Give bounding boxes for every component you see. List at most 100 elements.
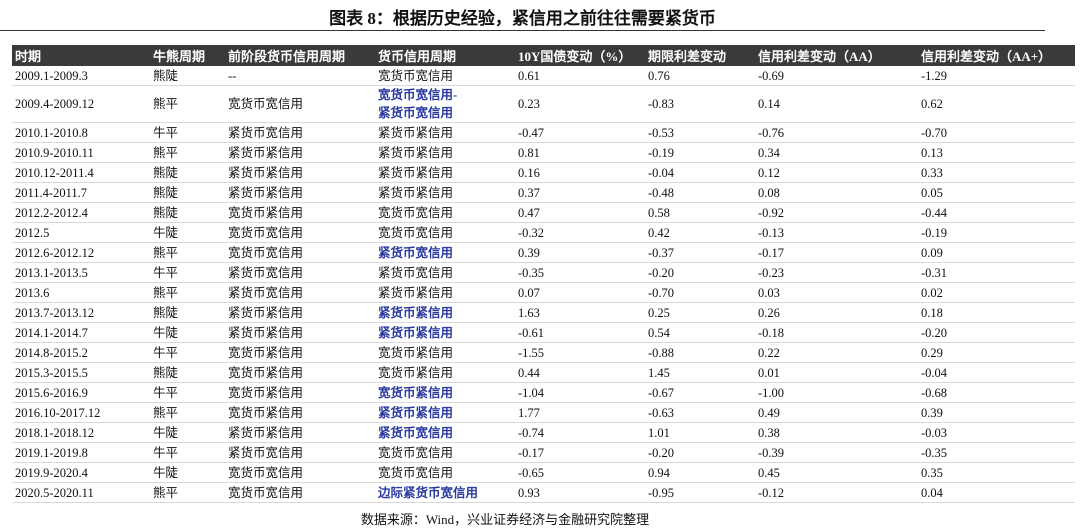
bar-cell: 0.09 [918, 242, 1075, 263]
table-cell: 2010.9-2010.11 [12, 142, 150, 163]
bar-cell: -1.55 [515, 342, 645, 363]
table-cell: 紧货币宽信用 [225, 122, 375, 143]
bar-cell: -0.47 [515, 122, 645, 143]
cell-value: -0.83 [648, 97, 675, 111]
bar-cell: -0.67 [645, 382, 755, 403]
column-header: 期限利差变动 [645, 45, 755, 66]
table-cell: 宽货币宽信用- 紧货币宽信用 [375, 85, 515, 123]
bar-cell: 0.45 [755, 462, 918, 483]
cell-value: -0.61 [518, 325, 545, 340]
cell-value: 0.38 [758, 425, 780, 440]
bar-cell: 0.26 [755, 302, 918, 323]
cell-value: 0.39 [518, 245, 540, 260]
source: 数据来源：Wind，兴业证券经济与金融研究院整理 [360, 512, 650, 527]
cell-value: 0.35 [921, 465, 943, 480]
bar-cell: 0.14 [755, 85, 918, 123]
cell-value: 0.61 [518, 68, 540, 83]
cell-value: 0.22 [758, 345, 780, 360]
cell-value: 0.76 [648, 68, 670, 83]
cell-value: 0.94 [648, 465, 670, 480]
cell-value: -0.69 [758, 68, 785, 83]
cell-value: -0.20 [921, 325, 948, 340]
bar-cell: 1.77 [515, 402, 645, 423]
cell-value: 0.16 [518, 165, 540, 180]
bar-cell: 0.38 [755, 422, 918, 443]
bar-cell: -0.39 [755, 442, 918, 463]
cell-value: -0.74 [518, 425, 545, 440]
cell-value: -0.18 [758, 325, 785, 340]
title: 图表 8：根据历史经验，紧信用之前往往需要紧货币 [0, 4, 1045, 31]
bar-cell: -0.04 [645, 162, 755, 183]
bar-cell: 0.37 [515, 182, 645, 203]
bar-cell: 0.18 [918, 302, 1075, 323]
cell-value: 0.02 [921, 285, 943, 300]
table-cell: 宽货币紧信用 [225, 342, 375, 363]
table-cell: 紧货币紧信用 [225, 422, 375, 443]
table-row: 2010.1-2010.8 牛平 紧货币宽信用 紧货币紧信用 -0.47 -0.53 -0.… [12, 122, 1075, 143]
cell-value: 0.13 [921, 145, 943, 160]
bar-cell: -0.19 [918, 222, 1075, 243]
table-row: 2020.5-2020.11 熊平 宽货币宽信用 边际紧货币宽信用 0.93 -0.95 -… [12, 482, 1075, 503]
table-cell: 宽货币紧信用 [225, 362, 375, 383]
cell-value: -0.88 [648, 345, 675, 360]
bar-cell: 0.04 [918, 482, 1075, 503]
table-cell: 2013.1-2013.5 [12, 262, 150, 283]
table-row: 2009.4-2009.12 熊平 宽货币宽信用 宽货币宽信用- 紧货币宽信用 0.23… [12, 85, 1075, 123]
bar-cell: 0.35 [918, 462, 1075, 483]
cell-value: 0.18 [921, 305, 943, 320]
table-cell: 紧货币紧信用 [375, 282, 515, 303]
cell-value: 0.14 [758, 97, 780, 111]
table-cell: 紧货币宽信用 [225, 282, 375, 303]
table-cell: 2012.6-2012.12 [12, 242, 150, 263]
table-row: 2015.6-2016.9 牛平 宽货币紧信用 宽货币紧信用 -1.04 -0.67 -1.… [12, 382, 1075, 403]
cell-value: 0.58 [648, 205, 670, 220]
table-cell: 熊平 [150, 482, 225, 503]
cell-value: 0.29 [921, 345, 943, 360]
table-cell: 宽货币宽信用 [225, 222, 375, 243]
table-cell: 熊陡 [150, 162, 225, 183]
cell-value: -0.35 [518, 265, 545, 280]
table-cell: 紧货币宽信用 [375, 422, 515, 443]
bar-cell: 0.81 [515, 142, 645, 163]
bar-cell: 0.49 [755, 402, 918, 423]
cell-value: -0.23 [758, 265, 785, 280]
cell-value: 0.54 [648, 325, 670, 340]
cell-value: -1.29 [921, 68, 948, 83]
column-header: 信用利差变动（AA+） [918, 45, 1075, 66]
bar-cell: -0.65 [515, 462, 645, 483]
cell-value: -0.53 [648, 125, 675, 140]
bar-cell: -0.70 [645, 282, 755, 303]
cell-value: -0.32 [518, 225, 545, 240]
cell-value: -0.12 [758, 485, 785, 500]
table-cell: 宽货币紧信用 [225, 202, 375, 223]
cell-value: -0.19 [921, 225, 948, 240]
cell-value: 0.49 [758, 405, 780, 420]
cell-value: -0.17 [518, 445, 545, 460]
table-cell: 宽货币紧信用 [375, 382, 515, 403]
table-cell: 2016.10-2017.12 [12, 402, 150, 423]
cell-value: -0.44 [921, 205, 948, 220]
bar-cell: -0.18 [755, 322, 918, 343]
cell-value: 0.23 [518, 97, 540, 111]
cell-value: -0.67 [648, 385, 675, 400]
cell-value: 1.63 [518, 305, 540, 320]
cell-value: -0.95 [648, 485, 675, 500]
bar-cell: 0.54 [645, 322, 755, 343]
table-cell: 宽货币紧信用 [375, 362, 515, 383]
table-cell: 紧货币紧信用 [225, 142, 375, 163]
table-cell: 牛陡 [150, 222, 225, 243]
bar-cell: 0.01 [755, 362, 918, 383]
table-cell: 牛平 [150, 442, 225, 463]
bar-cell: -0.03 [918, 422, 1075, 443]
bar-cell: -0.32 [515, 222, 645, 243]
cell-value: -0.20 [648, 265, 675, 280]
bar-cell: -0.68 [918, 382, 1075, 403]
table-cell: 紧货币紧信用 [225, 322, 375, 343]
table-cell: 2010.1-2010.8 [12, 122, 150, 143]
table-cell: 紧货币紧信用 [225, 182, 375, 203]
column-header: 10Y国债变动（%） [515, 45, 645, 66]
cell-value: -1.04 [518, 385, 545, 400]
cell-value: -0.31 [921, 265, 948, 280]
table-cell: 紧货币紧信用 [375, 402, 515, 423]
cell-value: 0.12 [758, 165, 780, 180]
